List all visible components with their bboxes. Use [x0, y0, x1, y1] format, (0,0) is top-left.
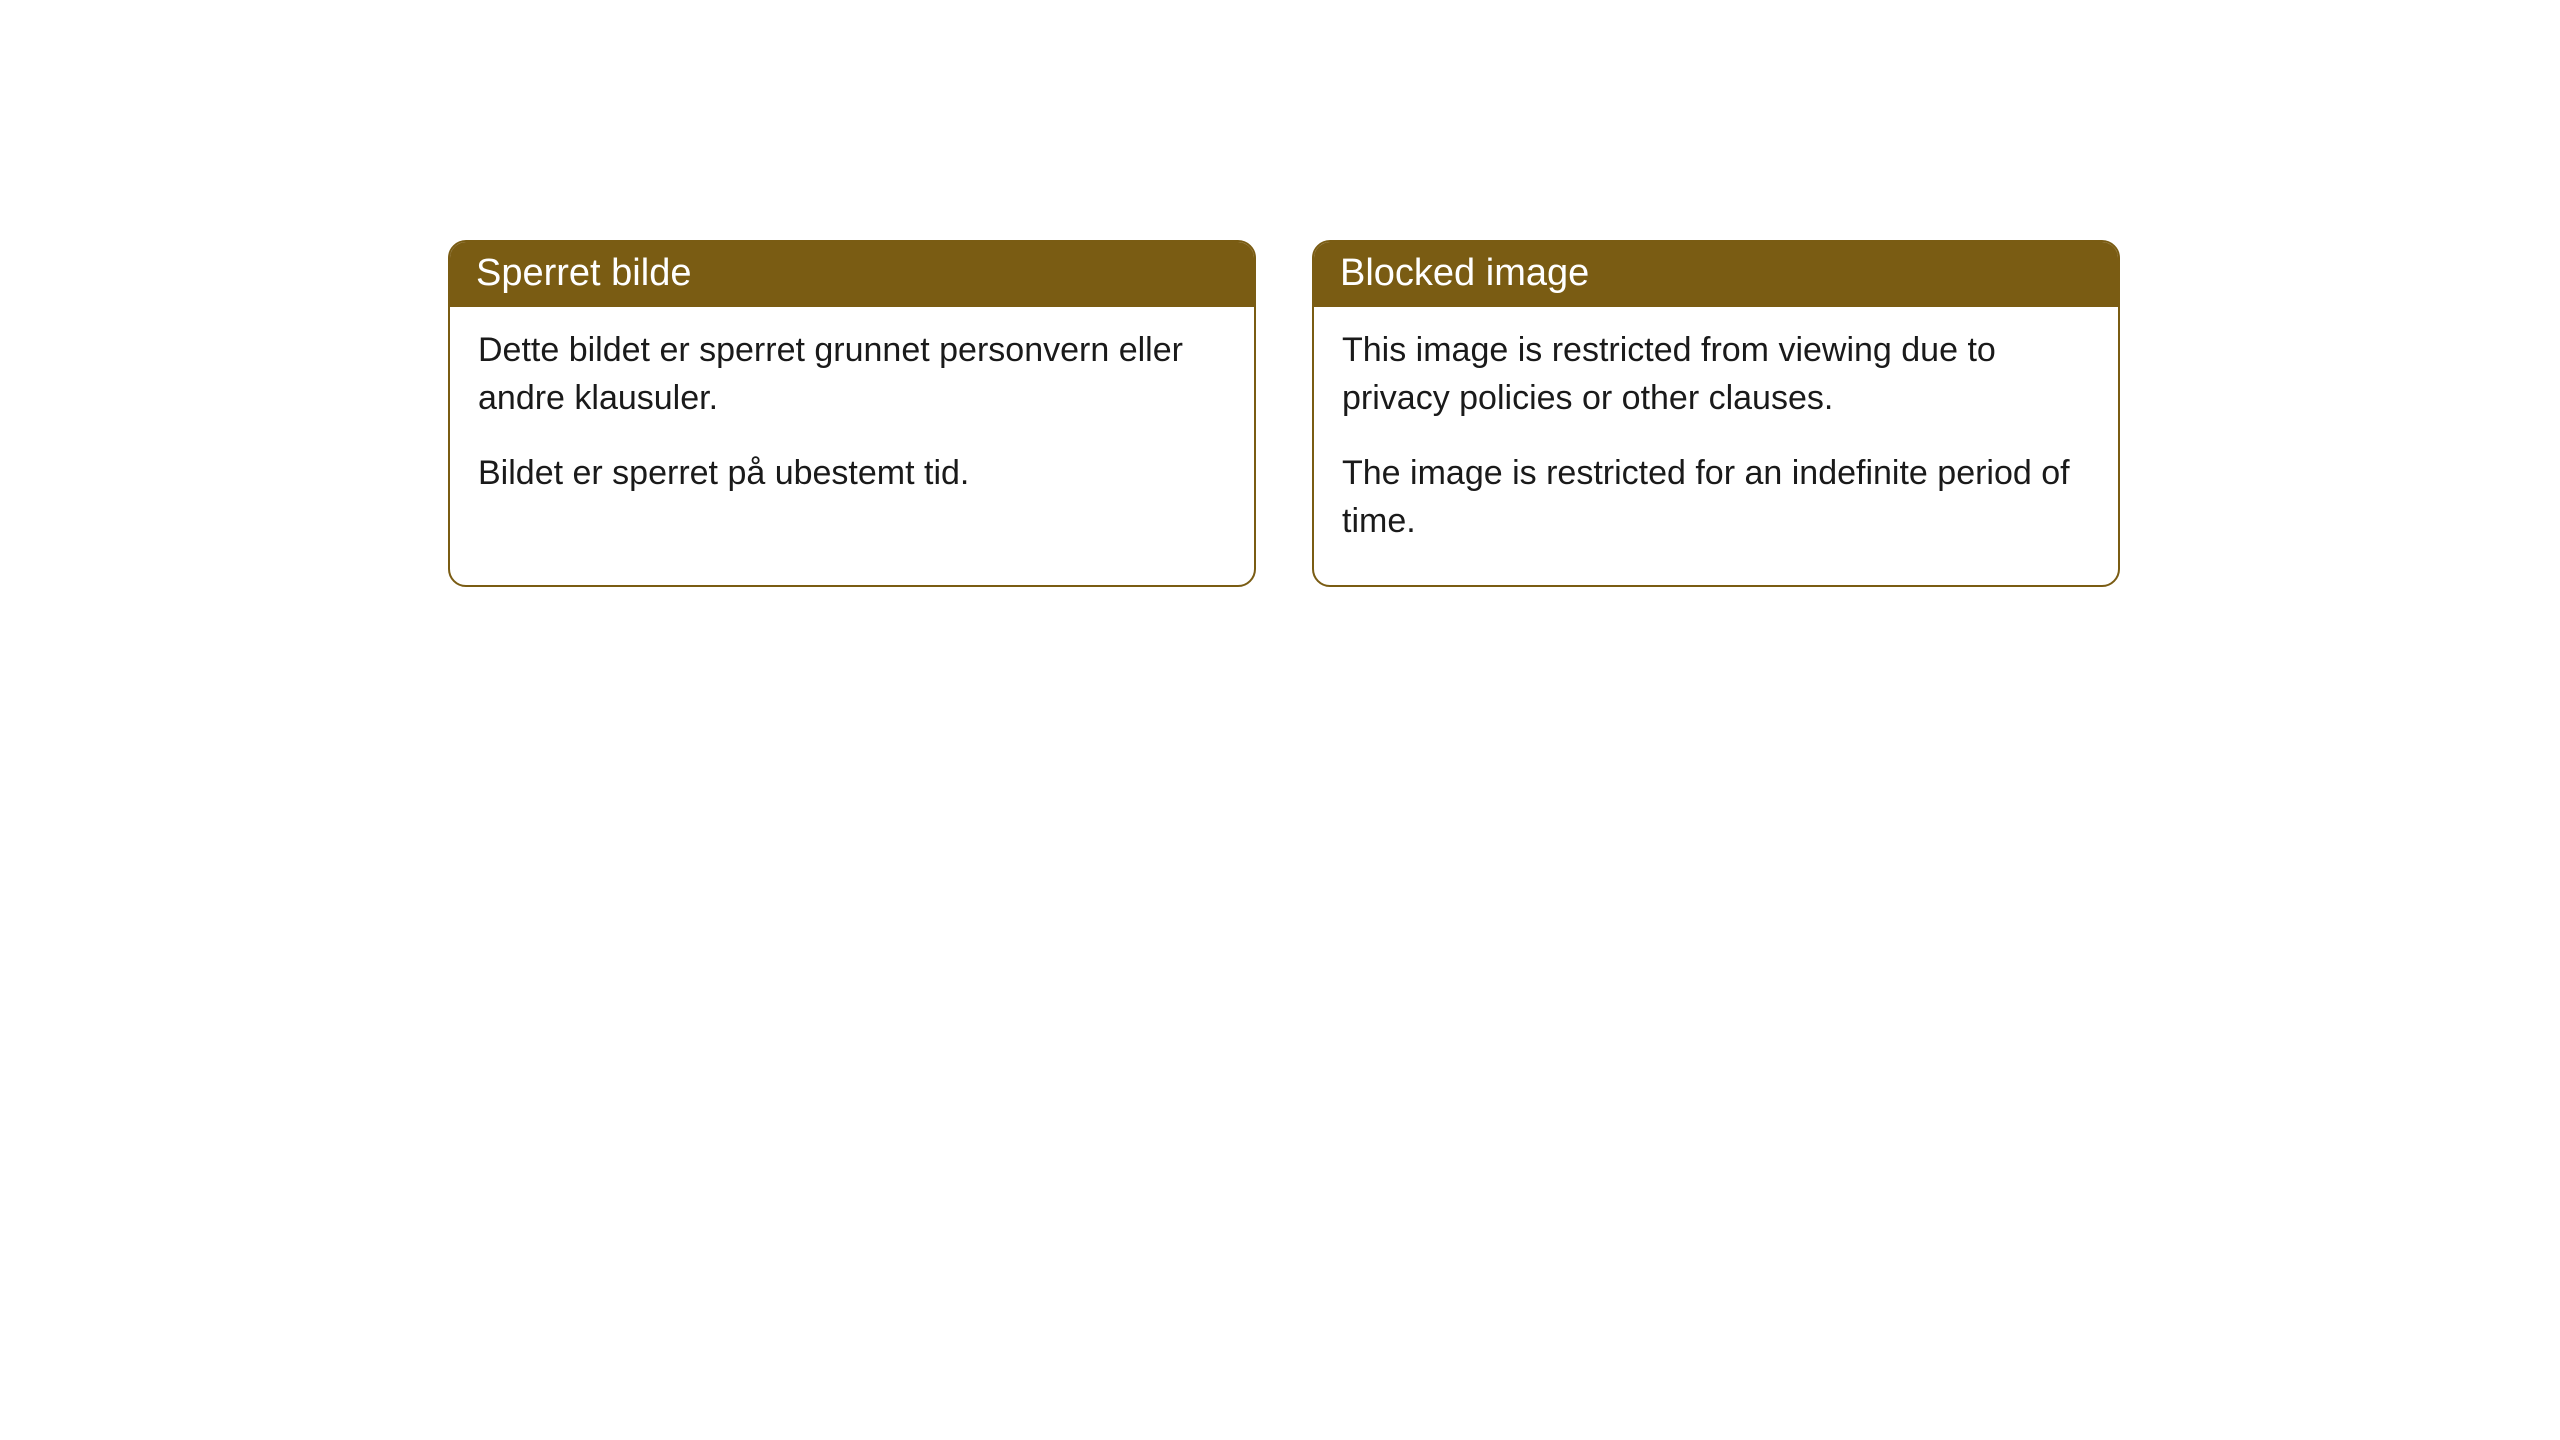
card-paragraph: The image is restricted for an indefinit…	[1342, 450, 2090, 545]
card-header: Sperret bilde	[450, 242, 1254, 307]
card-body: This image is restricted from viewing du…	[1314, 307, 2118, 585]
card-paragraph: Dette bildet er sperret grunnet personve…	[478, 327, 1226, 422]
blocked-image-card-english: Blocked image This image is restricted f…	[1312, 240, 2120, 587]
blocked-image-card-norwegian: Sperret bilde Dette bildet er sperret gr…	[448, 240, 1256, 587]
card-title: Sperret bilde	[476, 252, 691, 294]
card-body: Dette bildet er sperret grunnet personve…	[450, 307, 1254, 538]
card-header: Blocked image	[1314, 242, 2118, 307]
card-paragraph: This image is restricted from viewing du…	[1342, 327, 2090, 422]
card-paragraph: Bildet er sperret på ubestemt tid.	[478, 450, 1226, 498]
card-title: Blocked image	[1340, 252, 1589, 294]
notice-cards-container: Sperret bilde Dette bildet er sperret gr…	[0, 0, 2560, 587]
